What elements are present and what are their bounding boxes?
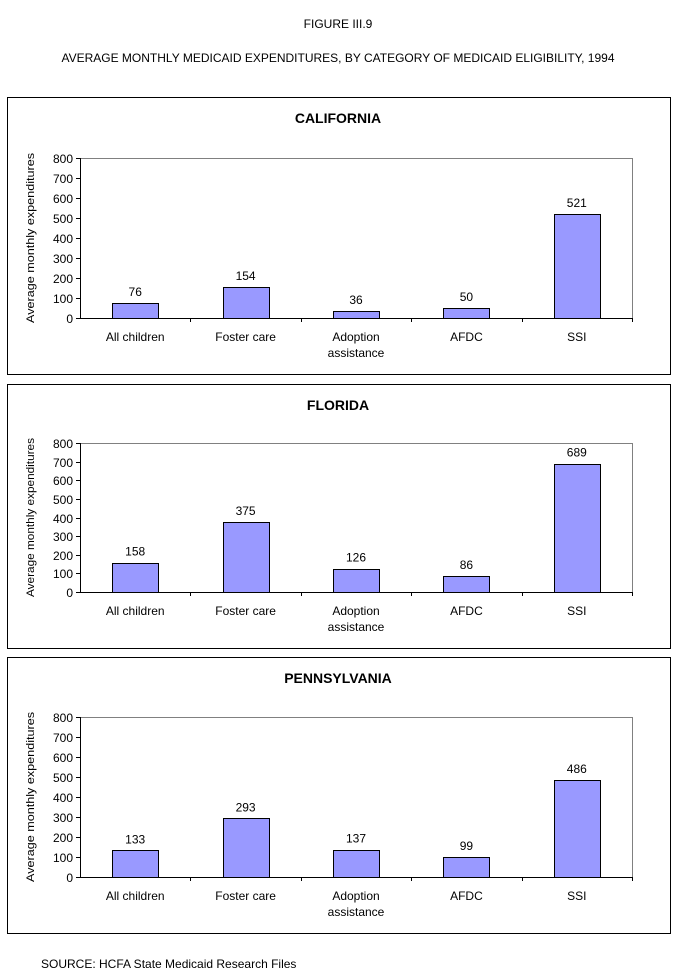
x-tick-label: AFDC bbox=[450, 889, 483, 903]
y-axis-label: Average monthly expenditures bbox=[25, 437, 37, 597]
x-tick-label: AFDC bbox=[450, 330, 483, 344]
y-tick-label: 500 bbox=[53, 493, 73, 507]
y-tick-label: 0 bbox=[66, 871, 73, 885]
x-tick-label: Foster care bbox=[215, 330, 276, 344]
bar bbox=[333, 311, 380, 319]
y-tick-label: 700 bbox=[53, 172, 73, 186]
y-tick-label: 200 bbox=[53, 549, 73, 563]
x-tick-label: Adoption assistance bbox=[328, 889, 385, 919]
x-tick-label: AFDC bbox=[450, 604, 483, 618]
y-tick-label: 100 bbox=[53, 567, 73, 581]
figure-title: AVERAGE MONTHLY MEDICAID EXPENDITURES, B… bbox=[61, 51, 615, 65]
y-tick-label: 0 bbox=[66, 586, 73, 600]
data-label: 99 bbox=[460, 839, 474, 853]
y-tick-label: 600 bbox=[53, 751, 73, 765]
x-tick-label: Foster care bbox=[215, 889, 276, 903]
bar bbox=[223, 818, 270, 878]
y-tick-label: 400 bbox=[53, 232, 73, 246]
y-tick-label: 100 bbox=[53, 851, 73, 865]
y-tick-label: 200 bbox=[53, 272, 73, 286]
x-tick-label: All children bbox=[106, 330, 165, 344]
y-tick-label: 600 bbox=[53, 474, 73, 488]
y-tick-label: 100 bbox=[53, 292, 73, 306]
y-tick-label: 300 bbox=[53, 530, 73, 544]
data-label: 689 bbox=[567, 446, 587, 460]
data-label: 133 bbox=[125, 832, 145, 846]
bar bbox=[554, 780, 601, 878]
data-label: 521 bbox=[567, 196, 587, 210]
bar bbox=[443, 857, 490, 878]
y-tick-label: 600 bbox=[53, 192, 73, 206]
y-tick-label: 200 bbox=[53, 831, 73, 845]
figure-label: FIGURE III.9 bbox=[303, 17, 373, 31]
y-tick-label: 800 bbox=[53, 437, 73, 451]
bar bbox=[112, 563, 159, 593]
plot-area-border bbox=[80, 158, 633, 318]
bar bbox=[554, 464, 601, 593]
chart-title: FLORIDA bbox=[307, 397, 369, 413]
bar bbox=[333, 850, 380, 878]
bar bbox=[443, 576, 490, 593]
x-tick-label: Adoption assistance bbox=[328, 330, 385, 360]
bar bbox=[443, 308, 490, 319]
y-tick-label: 0 bbox=[66, 312, 73, 326]
x-tick-label: Adoption assistance bbox=[328, 604, 385, 634]
data-label: 76 bbox=[129, 285, 143, 299]
x-tick-label: All children bbox=[106, 604, 165, 618]
bar bbox=[223, 522, 270, 593]
data-label: 36 bbox=[349, 293, 363, 307]
y-axis-label: Average monthly expenditures bbox=[25, 152, 37, 323]
data-label: 126 bbox=[346, 551, 366, 565]
chart-panel-california: CALIFORNIA 0 100 200 300 400 500 600 700 800 Avera… bbox=[7, 97, 671, 375]
bar bbox=[554, 214, 601, 319]
data-label: 137 bbox=[346, 832, 366, 846]
y-tick-label: 400 bbox=[53, 791, 73, 805]
data-label: 50 bbox=[460, 290, 474, 304]
plot-area-border bbox=[80, 717, 633, 877]
y-tick-label: 300 bbox=[53, 811, 73, 825]
data-label: 86 bbox=[460, 558, 474, 572]
y-tick-label: 700 bbox=[53, 456, 73, 470]
x-tick-label: SSI bbox=[567, 604, 586, 618]
chart-panel-pennsylvania: PENNSYLVANIA 0 100 200 300 400 500 600 700 800 Ave… bbox=[7, 657, 671, 934]
data-label: 375 bbox=[236, 504, 256, 518]
data-label: 158 bbox=[125, 545, 145, 559]
y-tick-label: 800 bbox=[53, 152, 73, 166]
data-label: 154 bbox=[236, 269, 256, 283]
source-note: SOURCE: HCFA State Medicaid Research Fil… bbox=[41, 957, 297, 971]
y-tick-label: 800 bbox=[53, 711, 73, 725]
data-label: 486 bbox=[567, 762, 587, 776]
bar bbox=[112, 303, 159, 319]
chart-panel-florida: FLORIDA 0 100 200 300 400 500 600 700 800 Average … bbox=[7, 384, 671, 649]
y-tick-label: 700 bbox=[53, 731, 73, 745]
y-tick-label: 300 bbox=[53, 252, 73, 266]
x-tick-label: SSI bbox=[567, 889, 586, 903]
y-tick-label: 500 bbox=[53, 212, 73, 226]
x-tick-label: All children bbox=[106, 889, 165, 903]
y-tick-label: 400 bbox=[53, 512, 73, 526]
y-axis-label: Average monthly expenditures bbox=[25, 711, 37, 882]
data-label: 293 bbox=[236, 800, 256, 814]
plot-area-border bbox=[80, 443, 633, 592]
chart-title: PENNSYLVANIA bbox=[284, 670, 392, 686]
y-tick-label: 500 bbox=[53, 771, 73, 785]
bar bbox=[112, 850, 159, 878]
bar bbox=[333, 569, 380, 593]
x-tick-label: SSI bbox=[567, 330, 586, 344]
chart-title: CALIFORNIA bbox=[295, 110, 381, 126]
bar bbox=[223, 287, 270, 319]
x-tick-label: Foster care bbox=[215, 604, 276, 618]
